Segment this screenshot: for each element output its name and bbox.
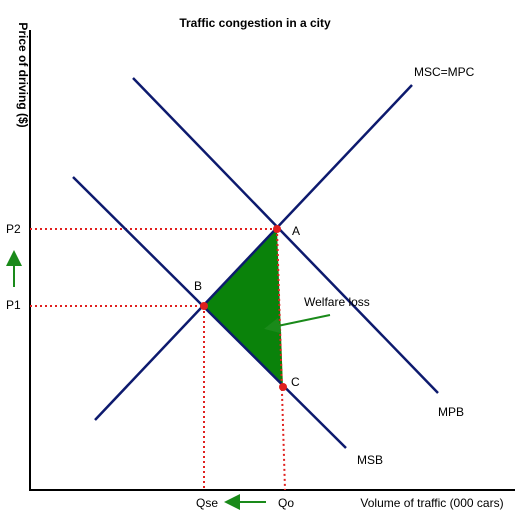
- mpb-curve: [132, 77, 439, 394]
- point-b: [200, 302, 208, 310]
- title: Traffic congestion in a city: [179, 16, 331, 30]
- msc-curve: [94, 84, 413, 421]
- point-c: [279, 383, 287, 391]
- curve-label: MSB: [357, 453, 383, 467]
- curve-label: MPB: [438, 405, 464, 419]
- msb-curve: [72, 176, 347, 449]
- curve-label: MSC=MPC: [414, 65, 475, 79]
- x-axis-label: Volume of traffic (000 cars): [360, 496, 503, 510]
- y-axis-label: Price of driving ($): [16, 22, 30, 127]
- annotation-arrow: [264, 314, 331, 334]
- welfare-loss-area: [204, 229, 283, 387]
- point-a: [273, 225, 281, 233]
- quantity-label: Qse: [196, 496, 218, 510]
- point-label: A: [292, 224, 300, 238]
- annotation: Welfare loss: [304, 295, 370, 309]
- point-label: C: [291, 375, 300, 389]
- point-label: B: [194, 279, 202, 293]
- quantity-label: Qo: [278, 496, 294, 510]
- qo-guide: [276, 228, 286, 491]
- price-label: P2: [6, 222, 21, 236]
- price-label: P1: [6, 298, 21, 312]
